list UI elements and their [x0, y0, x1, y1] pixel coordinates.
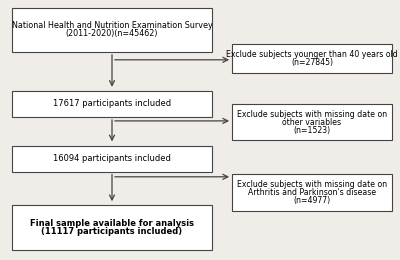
FancyBboxPatch shape	[232, 174, 392, 211]
Text: Exclude subjects younger than 40 years old: Exclude subjects younger than 40 years o…	[226, 50, 398, 59]
Text: Exclude subjects with missing date on: Exclude subjects with missing date on	[237, 110, 387, 119]
Text: Final sample available for analysis: Final sample available for analysis	[30, 219, 194, 228]
Text: (11117 participants included): (11117 participants included)	[42, 227, 182, 236]
FancyBboxPatch shape	[12, 8, 212, 52]
Text: (n=4977): (n=4977)	[294, 196, 330, 205]
Text: Arthritis and Parkinson's disease: Arthritis and Parkinson's disease	[248, 188, 376, 197]
FancyBboxPatch shape	[232, 104, 392, 140]
FancyBboxPatch shape	[12, 205, 212, 250]
Text: Exclude subjects with missing date on: Exclude subjects with missing date on	[237, 180, 387, 189]
Text: (n=1523): (n=1523)	[294, 126, 330, 134]
Text: 16094 participants included: 16094 participants included	[53, 154, 171, 163]
FancyBboxPatch shape	[12, 91, 212, 117]
FancyBboxPatch shape	[12, 146, 212, 172]
Text: (2011-2020)(n=45462): (2011-2020)(n=45462)	[66, 29, 158, 38]
Text: (n=27845): (n=27845)	[291, 58, 333, 67]
Text: other variables: other variables	[282, 118, 342, 127]
Text: 17617 participants included: 17617 participants included	[53, 100, 171, 108]
Text: National Health and Nutrition Examination Survey: National Health and Nutrition Examinatio…	[12, 22, 212, 30]
FancyBboxPatch shape	[232, 44, 392, 73]
